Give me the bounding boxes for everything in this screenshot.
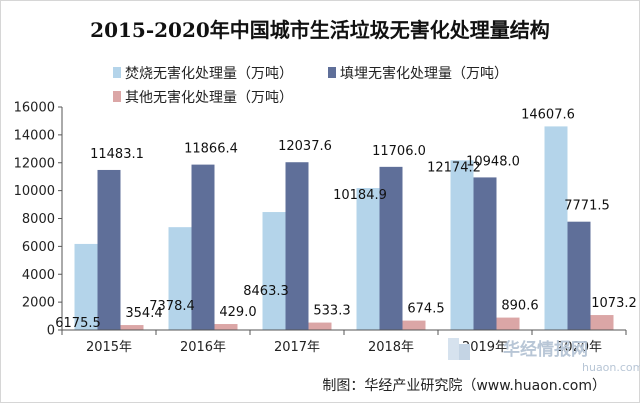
- bar-s0-3: [356, 188, 380, 330]
- y-tick-label: 10000: [14, 184, 55, 199]
- bar-s0-4: [450, 160, 474, 330]
- y-tick-label: 4000: [22, 268, 55, 283]
- x-tick-label: 2018年: [368, 340, 414, 355]
- x-tick-label: 2017年: [274, 340, 320, 355]
- data-label-s0-0: 6175.5: [55, 316, 101, 331]
- legend-swatch-0: [113, 67, 121, 78]
- bar-s2-0: [120, 325, 144, 330]
- data-label-s2-1: 429.0: [219, 305, 256, 320]
- data-label-s2-2: 533.3: [313, 304, 350, 319]
- data-label-s1-2: 12037.6: [278, 139, 332, 154]
- bar-s2-1: [214, 324, 238, 330]
- data-label-s2-0: 354.4: [125, 306, 162, 321]
- bar-s1-4: [473, 177, 497, 330]
- y-tick-label: 0: [47, 324, 55, 339]
- data-label-s0-4: 12174.2: [427, 160, 481, 175]
- bar-s1-0: [97, 169, 121, 330]
- bar-s2-5: [590, 315, 614, 330]
- y-tick-label: 14000: [14, 128, 55, 143]
- watermark-url: huaon.com: [582, 361, 640, 374]
- data-label-s2-4: 890.6: [501, 299, 538, 314]
- data-label-s1-5: 7771.5: [564, 199, 610, 214]
- chart-title: 2015-2020年中国城市生活垃圾无害化处理量结构: [90, 18, 550, 42]
- legend-label-1: 填埋无害化处理量（万吨）: [340, 66, 508, 82]
- data-label-s1-0: 11483.1: [90, 147, 144, 162]
- legend-label-2: 其他无害化处理量（万吨）: [125, 90, 293, 106]
- x-tick-label: 2016年: [180, 340, 226, 355]
- data-labels: 6175.5 7378.4 8463.3 10184.9 12174.2 14607.6 1…: [55, 107, 637, 331]
- y-tick-label: 6000: [22, 240, 55, 255]
- x-tick-label: 2020年: [556, 340, 602, 355]
- y-tick-label: 2000: [22, 296, 55, 311]
- bar-s0-0: [74, 243, 98, 330]
- watermark-logo-left: [448, 338, 459, 360]
- bar-s2-2: [308, 322, 332, 330]
- bar-s1-1: [191, 164, 215, 330]
- legend: 焚烧无害化处理量（万吨） 填埋无害化处理量（万吨） 其他无害化处理量（万吨）: [113, 66, 508, 106]
- y-tick-label: 8000: [22, 212, 55, 227]
- y-tick-label: 16000: [14, 101, 55, 116]
- bar-s1-5: [567, 221, 591, 330]
- watermark-text: 华经情报网: [503, 339, 588, 360]
- bar-s1-3: [379, 166, 403, 330]
- legend-swatch-1: [328, 67, 336, 78]
- bar-s1-2: [285, 162, 309, 330]
- bar-s2-4: [496, 317, 520, 330]
- data-label-s0-3: 10184.9: [333, 188, 387, 203]
- x-tick-label: 2019年: [462, 340, 508, 355]
- legend-swatch-2: [113, 91, 121, 102]
- data-label-s2-5: 1073.2: [591, 296, 637, 311]
- bar-s2-3: [402, 320, 426, 330]
- bar-s0-2: [262, 212, 286, 330]
- data-label-s1-4: 10948.0: [466, 154, 520, 169]
- y-tick-label: 12000: [14, 156, 55, 171]
- data-label-s1-1: 11866.4: [184, 142, 238, 157]
- x-axis: 2015年 2016年 2017年 2018年 2019年 2020年: [61, 329, 627, 355]
- bars: [74, 126, 614, 330]
- data-label-s0-5: 14607.6: [521, 107, 575, 122]
- data-label-s1-3: 11706.0: [372, 144, 426, 159]
- legend-label-0: 焚烧无害化处理量（万吨）: [125, 66, 293, 82]
- watermark: 华经情报网 huaon.com: [448, 338, 640, 374]
- bar-s0-5: [544, 126, 568, 330]
- bar-s0-1: [168, 227, 192, 330]
- data-label-s0-1: 7378.4: [149, 299, 195, 314]
- y-axis: 0 2000 4000 6000 8000 10000 12000 14000 16000: [14, 101, 63, 339]
- data-label-s2-3: 674.5: [407, 302, 444, 317]
- watermark-logo-right: [459, 344, 470, 360]
- source-note: 制图：华经产业研究院（www.huaon.com）: [322, 378, 606, 394]
- x-tick-label: 2015年: [86, 340, 132, 355]
- data-label-s0-2: 8463.3: [243, 284, 289, 299]
